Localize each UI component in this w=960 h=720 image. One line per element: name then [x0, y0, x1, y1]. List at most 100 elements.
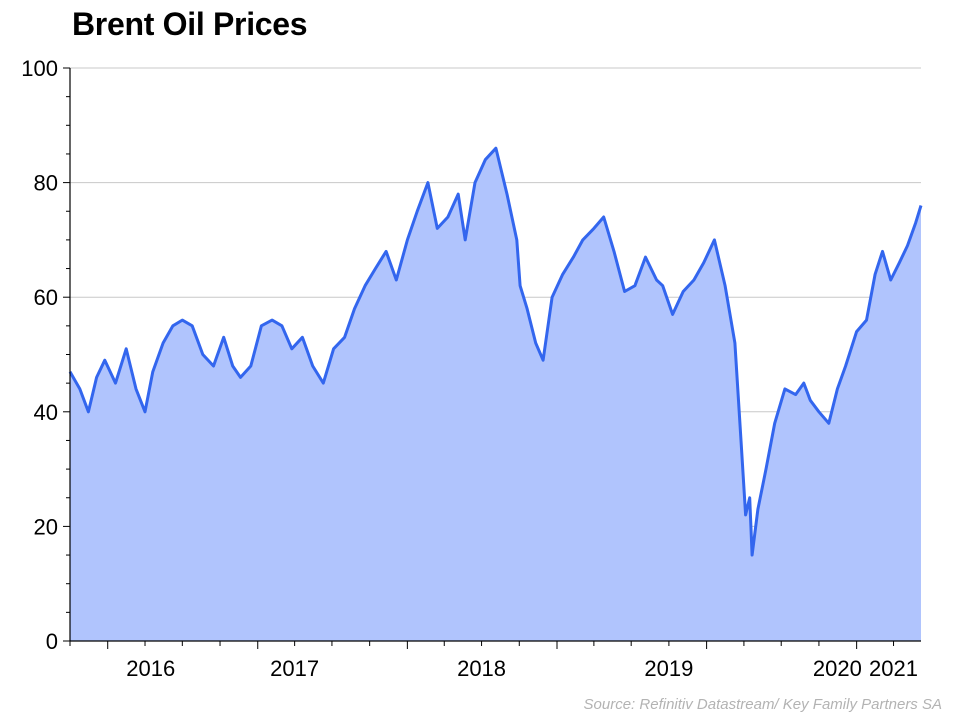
data-point: [865, 319, 867, 321]
data-point: [644, 256, 646, 258]
data-point: [135, 388, 137, 390]
data-point: [794, 393, 796, 395]
data-point: [562, 273, 564, 275]
data-point: [172, 325, 174, 327]
data-point: [250, 365, 252, 367]
y-tick-label: 20: [34, 514, 58, 539]
data-point: [889, 279, 891, 281]
data-point: [751, 554, 753, 556]
data-point: [232, 365, 234, 367]
data-point: [740, 439, 742, 441]
axes: [63, 67, 921, 649]
data-point: [79, 388, 81, 390]
data-point: [506, 193, 508, 195]
data-point: [364, 285, 366, 287]
y-tick-label: 60: [34, 285, 58, 310]
data-point: [416, 210, 418, 212]
data-point: [353, 307, 355, 309]
data-point: [613, 250, 615, 252]
price-line: [68, 146, 923, 557]
data-point: [212, 365, 214, 367]
data-point: [495, 147, 497, 149]
data-point: [152, 370, 154, 372]
data-point: [734, 342, 736, 344]
data-point: [582, 239, 584, 241]
data-point: [748, 497, 750, 499]
data-point: [104, 359, 106, 361]
data-point: [898, 262, 900, 264]
data-point: [744, 514, 746, 516]
data-point: [855, 330, 857, 332]
data-point: [516, 239, 518, 241]
data-point: [703, 262, 705, 264]
x-tick-label: 2017: [270, 656, 319, 681]
data-point: [436, 227, 438, 229]
data-point: [603, 216, 605, 218]
data-point: [572, 256, 574, 258]
data-point: [395, 279, 397, 281]
data-point: [828, 422, 830, 424]
data-point: [593, 227, 595, 229]
x-axis-tick-labels: 2016 2017 2018 2019 2020 2021: [126, 656, 918, 681]
data-point: [271, 319, 273, 321]
data-point: [693, 279, 695, 281]
data-point: [526, 307, 528, 309]
data-point: [881, 250, 883, 252]
data-point: [682, 290, 684, 292]
data-point: [713, 239, 715, 241]
data-point: [920, 204, 922, 206]
data-point: [114, 382, 116, 384]
data-point: [385, 250, 387, 252]
data-point: [457, 193, 459, 195]
data-point: [844, 365, 846, 367]
data-point: [519, 285, 521, 287]
data-point: [343, 336, 345, 338]
data-point: [162, 342, 164, 344]
data-point: [655, 279, 657, 281]
data-point: [634, 285, 636, 287]
chart-title: Brent Oil Prices: [72, 6, 308, 42]
data-point: [542, 359, 544, 361]
x-tick-label: 2021: [869, 656, 918, 681]
data-point: [765, 468, 767, 470]
price-area-fill: [70, 148, 921, 641]
data-point: [671, 313, 673, 315]
data-point: [874, 273, 876, 275]
data-point: [464, 239, 466, 241]
data-point: [484, 158, 486, 160]
y-axis-tick-labels: 0 20 40 60 80 100: [21, 56, 58, 654]
x-tick-label: 2020: [813, 656, 862, 681]
data-point: [239, 376, 241, 378]
data-point: [906, 244, 908, 246]
data-point: [95, 376, 97, 378]
data-point: [87, 411, 89, 413]
data-point: [447, 216, 449, 218]
data-point: [474, 181, 476, 183]
data-point: [311, 365, 313, 367]
data-point: [332, 348, 334, 350]
data-point: [223, 336, 225, 338]
data-point: [757, 508, 759, 510]
x-tick-label: 2018: [457, 656, 506, 681]
data-point: [914, 222, 916, 224]
data-point: [803, 382, 805, 384]
data-point: [724, 285, 726, 287]
data-point: [191, 325, 193, 327]
data-point: [281, 325, 283, 327]
data-point: [534, 342, 536, 344]
data-point: [181, 319, 183, 321]
data-point: [291, 348, 293, 350]
data-point: [406, 239, 408, 241]
data-point: [301, 336, 303, 338]
data-point: [784, 388, 786, 390]
data-point: [144, 411, 146, 413]
x-tick-label: 2016: [126, 656, 175, 681]
data-point: [551, 296, 553, 298]
y-tick-label: 80: [34, 171, 58, 196]
x-tick-label: 2019: [644, 656, 693, 681]
data-point: [662, 285, 664, 287]
data-point: [773, 422, 775, 424]
data-point: [322, 382, 324, 384]
data-point: [427, 181, 429, 183]
